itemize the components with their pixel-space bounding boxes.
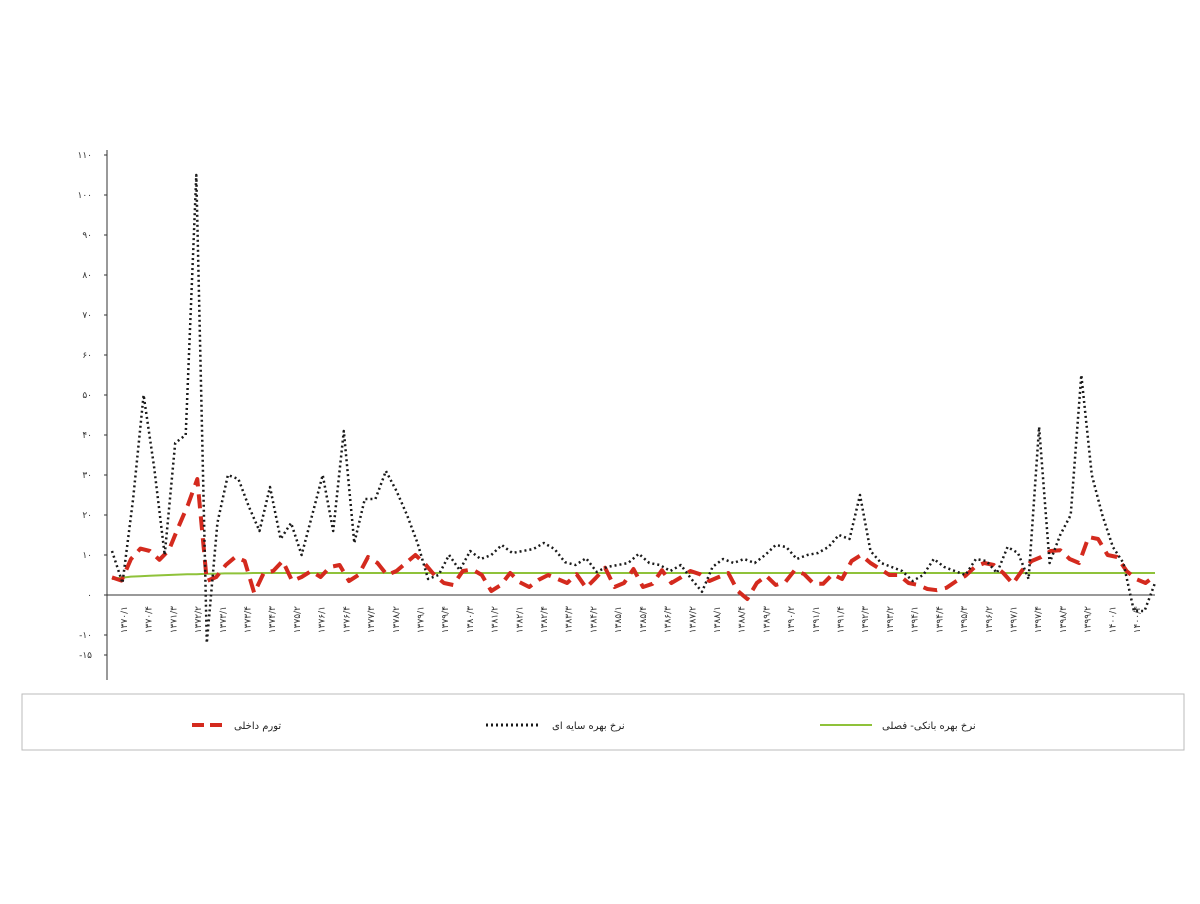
x-tick-label: ۱۳۹۷/۴ [1034, 606, 1044, 633]
y-tick-label: ۷۰ [82, 311, 92, 321]
x-tick-label: ۱۳۸۵/۱ [614, 606, 624, 633]
legend-item-bank-rate: نرخ بهره بانکی- فصلی [820, 721, 976, 732]
x-tick-label: ۱۳۷۳/۴ [244, 606, 254, 633]
series-line-bank-rate [111, 572, 1155, 580]
x-tick-label: ۱۳۸۹/۳ [762, 606, 772, 633]
x-tick-label: ۱۳۸۰/۳ [466, 606, 476, 633]
x-tick-label: ۱۳۷۹/۴ [441, 606, 451, 633]
x-tick-label: ۱۳۸۸/۱ [713, 606, 723, 633]
x-tick-label: ۱۳۷۱/۳ [169, 606, 179, 633]
x-tick-label: ۱۳۹۱/۱ [812, 606, 822, 633]
series-line-inflation [111, 477, 1157, 601]
series-line-shadow-rate [110, 173, 1157, 645]
x-tick-label: ۱۴۰۰/۴ [1133, 606, 1143, 633]
y-tick-label: ۶۰ [82, 351, 92, 361]
x-tick-label: ۱۳۹۶/۲ [985, 606, 995, 633]
x-tick-label: ۱۳۹۰/۲ [787, 606, 797, 633]
legend-label-shadow-rate: نرخ بهره سایه ای [552, 721, 625, 732]
legend-item-shadow-rate: نرخ بهره سایه ای [486, 721, 625, 732]
x-tick-label: ۱۳۹۴/۱ [911, 606, 921, 633]
y-tick-label: ۸۰ [82, 271, 92, 281]
x-tick-label: ۱۴۰۰/۱ [1108, 606, 1118, 633]
y-tick-label: -۱۰ [79, 631, 92, 641]
x-tick-label: ۱۳۷۲/۲ [194, 606, 204, 633]
series-layer [110, 173, 1157, 645]
x-tick-label: ۱۳۸۴/۲ [589, 606, 599, 633]
x-tick-label: ۱۳۷۹/۱ [416, 606, 426, 633]
x-tick-label: ۱۳۷۰/۱ [120, 606, 130, 633]
x-tick-label: ۱۳۷۷/۳ [367, 606, 377, 633]
legend-label-inflation: تورم داخلی [234, 721, 281, 732]
y-tick-label: ۱۰۰ [77, 191, 92, 201]
y-tick-label: ۳۰ [82, 471, 92, 481]
x-tick-label: ۱۳۹۷/۱ [1009, 606, 1019, 633]
y-tick-label: ۴۰ [82, 431, 92, 441]
legend-box [21, 693, 1185, 751]
x-tick-label: ۱۳۹۲/۳ [861, 606, 871, 633]
y-tick-label: ۰ [87, 591, 92, 601]
x-tick-label: ۱۳۸۷/۲ [688, 606, 698, 633]
x-tick-label: ۱۳۹۳/۲ [886, 606, 896, 633]
x-tick-label: ۱۳۸۱/۲ [491, 606, 501, 633]
x-tick-label: ۱۳۹۴/۴ [935, 606, 945, 633]
x-tick-label: ۱۳۸۳/۳ [565, 606, 575, 633]
x-tick-label: ۱۳۷۴/۳ [268, 606, 278, 633]
x-tick-label: ۱۳۹۸/۳ [1059, 606, 1069, 633]
x-tick-label: ۱۳۷۳/۱ [219, 606, 229, 633]
x-tick-label: ۱۳۸۶/۳ [664, 606, 674, 633]
x-tick-label: ۱۳۷۶/۴ [342, 606, 352, 633]
legend-item-inflation: تورم داخلی [192, 721, 281, 732]
x-tick-labels: ۱۳۷۰/۱ ۱۳۷۰/۴ ۱۳۷۱/۳ ۱۳۷۲/۲ ۱۳۷۳/۱ ۱۳۷۳/۴ ۱۳۷۴… [120, 606, 1143, 633]
x-tick-label: ۱۳۹۱/۴ [837, 606, 847, 633]
x-tick-label: ۱۳۸۲/۱ [515, 606, 525, 633]
x-tick-label: ۱۳۹۹/۲ [1084, 606, 1094, 633]
y-tick-label: ۹۰ [82, 231, 92, 241]
legend-label-bank-rate: نرخ بهره بانکی- فصلی [882, 721, 976, 732]
y-tick-label: -۱۵ [79, 651, 92, 661]
x-tick-label: ۱۳۹۵/۳ [960, 606, 970, 633]
x-tick-label: ۱۳۸۲/۴ [540, 606, 550, 633]
x-tick-label: ۱۳۸۸/۴ [738, 606, 748, 633]
y-tick-label: ۱۰ [82, 551, 92, 561]
legend: تورم داخلی نرخ بهره سایه ای نرخ بهره بان… [21, 693, 1185, 751]
y-tick-label: ۵۰ [82, 391, 92, 401]
x-tick-label: ۱۳۷۶/۱ [318, 606, 328, 633]
x-tick-label: ۱۳۷۵/۲ [293, 606, 303, 633]
y-tick-label: ۱۱۰ [77, 151, 92, 161]
x-tick-label: ۱۳۷۰/۴ [145, 606, 155, 633]
x-tick-label: ۱۳۷۸/۲ [392, 606, 402, 633]
y-tick-label: ۲۰ [82, 511, 92, 521]
x-tick-label: ۱۳۸۵/۴ [639, 606, 649, 633]
